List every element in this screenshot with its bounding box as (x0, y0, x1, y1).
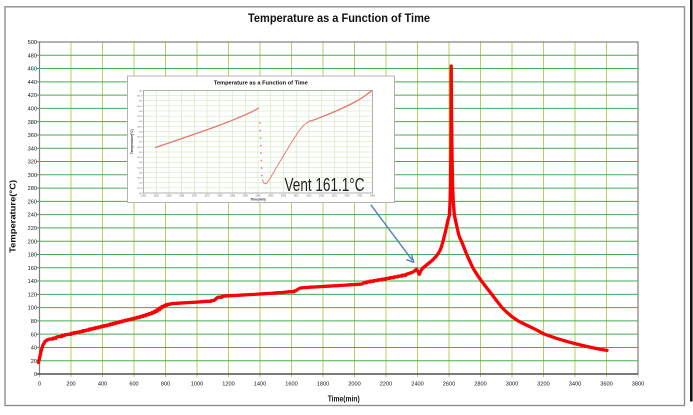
svg-text:400: 400 (98, 382, 107, 388)
svg-text:155.5: 155.5 (137, 157, 143, 159)
svg-text:2430: 2430 (344, 196, 350, 198)
svg-text:Temperature(°C): Temperature(°C) (130, 129, 134, 154)
svg-text:2440: 2440 (370, 196, 376, 198)
svg-text:600: 600 (129, 382, 138, 388)
svg-text:200: 200 (28, 239, 37, 245)
svg-text:2375: 2375 (205, 196, 211, 198)
svg-text:0: 0 (38, 382, 41, 388)
svg-text:2410: 2410 (294, 196, 300, 198)
svg-text:200: 200 (66, 382, 75, 388)
svg-text:158: 158 (139, 131, 143, 133)
svg-text:161: 161 (139, 101, 143, 103)
svg-text:3400: 3400 (569, 382, 581, 388)
svg-text:140: 140 (28, 279, 37, 285)
svg-text:154.5: 154.5 (137, 167, 143, 169)
svg-text:162: 162 (139, 90, 143, 92)
svg-text:380: 380 (28, 120, 37, 126)
svg-text:480: 480 (28, 53, 37, 59)
svg-text:2365: 2365 (179, 196, 185, 198)
svg-text:3600: 3600 (600, 382, 612, 388)
svg-text:157.5: 157.5 (137, 137, 143, 139)
svg-text:2400: 2400 (411, 382, 423, 388)
svg-text:157: 157 (139, 142, 143, 144)
svg-text:2435: 2435 (357, 196, 363, 198)
svg-text:Time(min): Time(min) (328, 394, 360, 403)
svg-text:161.5: 161.5 (137, 96, 143, 98)
svg-text:2385: 2385 (230, 196, 236, 198)
svg-text:80: 80 (31, 319, 37, 325)
svg-text:1200: 1200 (222, 382, 234, 388)
svg-text:Vent 161.1°C: Vent 161.1°C (285, 174, 365, 195)
svg-text:2350: 2350 (141, 196, 147, 198)
svg-text:2370: 2370 (192, 196, 198, 198)
svg-text:220: 220 (28, 226, 37, 232)
svg-text:800: 800 (161, 382, 170, 388)
svg-text:2415: 2415 (306, 196, 312, 198)
svg-text:1400: 1400 (254, 382, 266, 388)
svg-text:2400: 2400 (268, 196, 274, 198)
svg-text:320: 320 (28, 160, 37, 166)
svg-text:500: 500 (28, 40, 37, 46)
svg-text:400: 400 (28, 107, 37, 113)
svg-text:Temperature as a Function of: Temperature as a Function of Time (248, 11, 430, 25)
svg-text:152: 152 (139, 193, 143, 195)
svg-text:Temperature as a Function of T: Temperature as a Function of Time (214, 80, 308, 86)
svg-text:2200: 2200 (380, 382, 392, 388)
svg-text:159.5: 159.5 (137, 116, 143, 118)
svg-text:3200: 3200 (537, 382, 549, 388)
svg-text:280: 280 (28, 186, 37, 192)
svg-text:160.5: 160.5 (137, 106, 143, 108)
svg-text:153.5: 153.5 (137, 178, 143, 180)
svg-text:Time(min): Time(min) (250, 198, 265, 202)
svg-text:2420: 2420 (319, 196, 325, 198)
svg-text:2405: 2405 (281, 196, 287, 198)
svg-text:340: 340 (28, 146, 37, 152)
svg-text:440: 440 (28, 80, 37, 86)
svg-text:2000: 2000 (348, 382, 360, 388)
svg-text:2600: 2600 (443, 382, 455, 388)
svg-text:156.5: 156.5 (137, 147, 143, 149)
svg-text:40: 40 (31, 346, 37, 352)
svg-text:Temperature(°C): Temperature(°C) (9, 180, 18, 253)
svg-text:240: 240 (28, 213, 37, 219)
svg-text:156: 156 (139, 152, 143, 154)
svg-text:2395: 2395 (255, 196, 261, 198)
svg-text:180: 180 (28, 253, 37, 259)
svg-text:154: 154 (139, 172, 143, 174)
svg-text:460: 460 (28, 67, 37, 73)
svg-text:260: 260 (28, 199, 37, 205)
svg-text:155: 155 (139, 162, 143, 164)
svg-text:160: 160 (139, 111, 143, 113)
svg-text:20: 20 (31, 359, 37, 365)
svg-text:300: 300 (28, 173, 37, 179)
svg-text:1800: 1800 (317, 382, 329, 388)
svg-text:360: 360 (28, 133, 37, 139)
svg-text:2390: 2390 (243, 196, 249, 198)
svg-text:2355: 2355 (154, 196, 160, 198)
svg-text:158.5: 158.5 (137, 126, 143, 128)
svg-text:420: 420 (28, 93, 37, 99)
svg-text:1000: 1000 (191, 382, 203, 388)
svg-text:2800: 2800 (474, 382, 486, 388)
svg-text:100: 100 (28, 306, 37, 312)
svg-text:153: 153 (139, 183, 143, 185)
svg-text:2360: 2360 (166, 196, 172, 198)
svg-text:2380: 2380 (217, 196, 223, 198)
svg-text:120: 120 (28, 292, 37, 298)
svg-text:2425: 2425 (332, 196, 338, 198)
svg-text:152.5: 152.5 (137, 188, 143, 190)
svg-text:3000: 3000 (506, 382, 518, 388)
svg-text:60: 60 (31, 332, 37, 338)
svg-text:0: 0 (34, 372, 37, 378)
svg-text:159: 159 (139, 121, 143, 123)
svg-text:1600: 1600 (285, 382, 297, 388)
svg-text:3800: 3800 (632, 382, 644, 388)
svg-text:160: 160 (28, 266, 37, 272)
